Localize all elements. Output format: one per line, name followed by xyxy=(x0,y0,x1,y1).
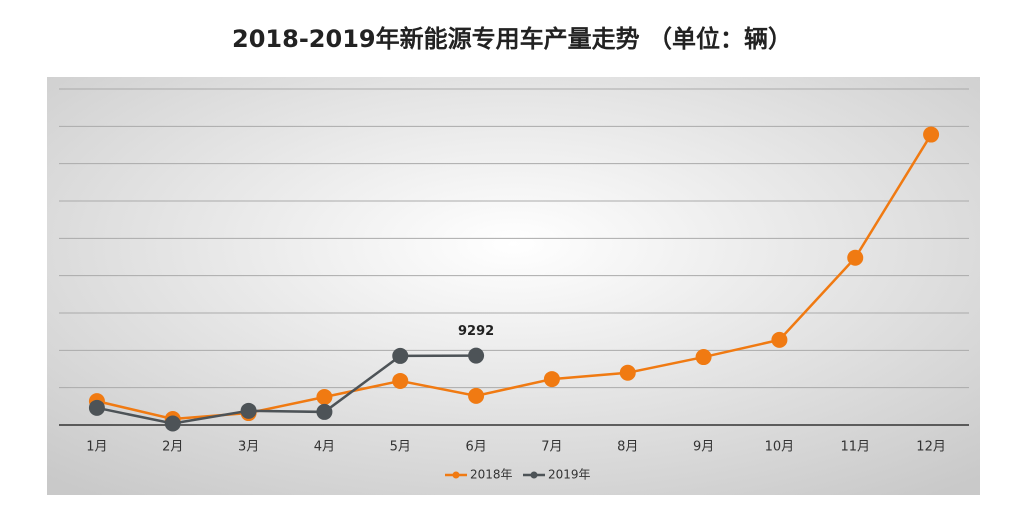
point xyxy=(316,403,333,420)
point xyxy=(164,415,181,432)
x-tick-label: 2月 xyxy=(162,440,183,455)
point xyxy=(316,389,333,405)
x-tick-label: 10月 xyxy=(765,440,795,455)
chart-title: 2018-2019年新能源专用车产量走势 （单位：辆） xyxy=(232,25,792,53)
point xyxy=(923,126,940,143)
x-tick-label: 1月 xyxy=(86,440,107,455)
x-tick-label: 5月 xyxy=(390,440,411,455)
point xyxy=(771,331,788,348)
series-line xyxy=(96,354,477,425)
x-tick-label: 7月 xyxy=(541,440,562,455)
point xyxy=(392,372,409,389)
x-tick-label: 9月 xyxy=(693,440,714,455)
plot-background xyxy=(47,77,980,495)
x-tick-label: 11月 xyxy=(840,440,870,455)
point xyxy=(468,347,485,364)
data-label: 9292 xyxy=(458,324,494,339)
point xyxy=(619,364,636,381)
point xyxy=(847,249,864,266)
x-tick-label: 8月 xyxy=(617,440,638,455)
legend-marker xyxy=(530,471,538,479)
x-tick-label: 4月 xyxy=(314,440,335,455)
point xyxy=(392,347,409,364)
point xyxy=(240,402,257,419)
x-tick-label: 12月 xyxy=(916,440,946,455)
point xyxy=(88,399,105,416)
point xyxy=(543,371,560,388)
point xyxy=(468,387,485,404)
point xyxy=(695,349,712,366)
legend-label: 2018年 xyxy=(470,468,513,482)
legend-label: 2019年 xyxy=(548,468,591,482)
x-tick-label: 3月 xyxy=(238,440,259,455)
legend-marker xyxy=(452,471,460,479)
x-tick-label: 6月 xyxy=(465,440,486,455)
